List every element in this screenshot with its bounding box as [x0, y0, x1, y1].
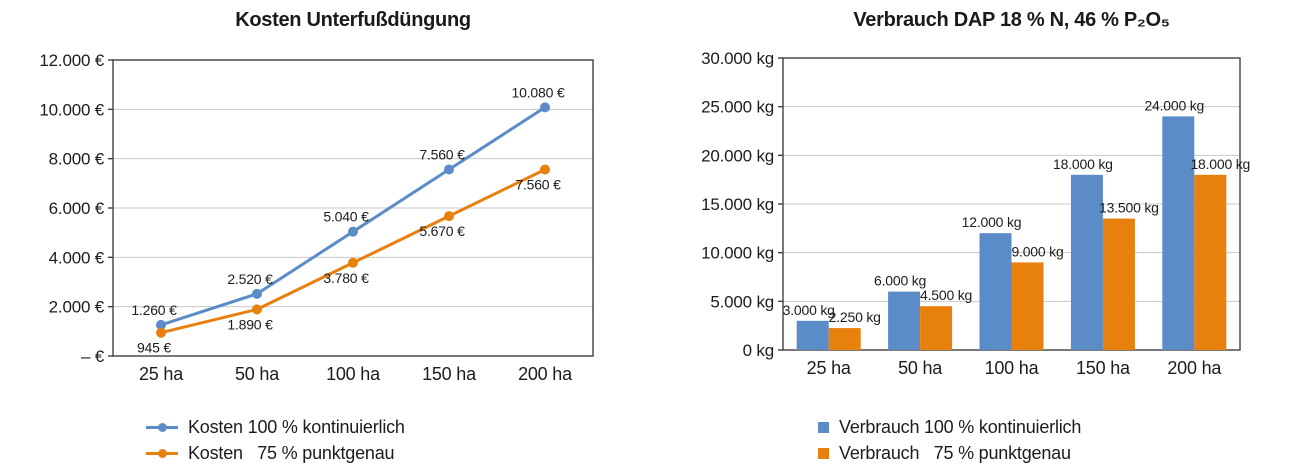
data-point-marker [348, 226, 358, 237]
data-point-marker [156, 319, 166, 330]
y-tick-label: 25.000 kg [701, 98, 774, 117]
bar-value-label: 13.500 kg [1099, 200, 1159, 216]
bar-series-marker-icon [818, 447, 829, 459]
point-value-label: 1.260 € [131, 302, 177, 318]
bar [920, 306, 953, 350]
x-category-label: 50 ha [235, 364, 280, 384]
line-chart-panel: Kosten Unterfußdüngung – € 2.000 € 4.000 €… [39, 9, 594, 466]
point-value-label: 1.890 € [227, 316, 273, 332]
point-value-label: 5.040 € [323, 209, 369, 225]
x-category-label: 150 ha [422, 364, 477, 384]
data-point-marker [444, 211, 454, 222]
bar-value-label: 9.000 kg [1011, 243, 1063, 259]
bar-value-label: 18.000 kg [1053, 156, 1113, 172]
legend-item: Verbrauch 100 % kontinuierlich [818, 414, 1081, 440]
legend-label: Kosten 75 % punktgenau [188, 442, 395, 463]
legend-label: Kosten 100 % kontinuierlich [188, 416, 405, 437]
bar-value-label: 18.000 kg [1190, 156, 1250, 172]
x-category-label: 100 ha [326, 364, 381, 384]
data-point-marker [540, 164, 550, 175]
point-value-label: 7.560 € [419, 147, 465, 163]
line-series-marker-icon [146, 448, 178, 458]
bar [828, 328, 861, 350]
bar-chart-legend: Verbrauch 100 % kontinuierlich Verbrauch… [818, 414, 1081, 466]
x-category-label: 50 ha [898, 358, 943, 378]
point-value-label: 945 € [137, 340, 171, 356]
bar-chart-panel: Verbrauch DAP 18 % N, 46 % P₂O₅ 0 kg 5.00… [653, 0, 1306, 470]
y-tick-label: 15.000 kg [701, 195, 774, 214]
y-tick-label: 4.000 € [49, 248, 105, 267]
point-marker-icon [158, 422, 167, 432]
bar [1162, 116, 1195, 351]
bar-series-marker-icon [818, 421, 829, 433]
bar-value-label: 12.000 kg [962, 214, 1022, 230]
y-tick-label: 5.000 kg [710, 292, 774, 311]
point-value-label: 3.780 € [323, 270, 369, 286]
x-category-label: 25 ha [139, 364, 184, 384]
y-tick-label: 12.000 € [39, 51, 104, 70]
x-category-label: 200 ha [518, 364, 573, 384]
bar-value-label: 6.000 kg [874, 273, 926, 289]
bar [1102, 218, 1135, 350]
line-chart-title: Kosten Unterfußdüngung [235, 9, 471, 31]
bar-value-label: 24.000 kg [1144, 97, 1204, 113]
bar [1011, 262, 1044, 350]
legend-label: Verbrauch 100 % kontinuierlich [839, 416, 1082, 437]
data-point-marker [444, 164, 454, 175]
bar [796, 320, 829, 350]
bar-chart-title: Verbrauch DAP 18 % N, 46 % P₂O₅ [853, 9, 1170, 31]
bar [979, 233, 1012, 350]
bar [1194, 174, 1227, 350]
series-line [159, 168, 547, 335]
y-tick-label: 20.000 kg [701, 146, 774, 165]
y-tick-label: 30.000 kg [701, 49, 774, 68]
y-tick-label: 2.000 € [49, 298, 105, 317]
data-point-marker [540, 102, 550, 113]
x-category-label: 150 ha [1076, 358, 1131, 378]
line-chart-legend: Kosten 100 % kontinuierlich Kosten 75 % … [146, 414, 405, 466]
line-series-marker-icon [146, 422, 178, 432]
x-category-label: 100 ha [985, 358, 1040, 378]
legend-item: Kosten 75 % punktgenau [146, 440, 405, 466]
point-value-label: 5.670 € [419, 223, 465, 239]
legend-item: Kosten 100 % kontinuierlich [146, 414, 405, 440]
bar-chart-plot: 0 kg 5.000 kg 10.000 kg 15.000 kg 20.000 kg 2… [701, 49, 1250, 378]
bar-value-label: 3.000 kg [783, 302, 835, 318]
point-value-label: 10.080 € [512, 84, 565, 100]
y-tick-label: – € [81, 347, 105, 366]
point-value-label: 7.560 € [515, 177, 561, 193]
bar [1070, 174, 1103, 350]
data-point-marker [252, 288, 262, 299]
bar-value-label: 4.500 kg [920, 287, 972, 303]
data-point-marker [156, 327, 166, 338]
point-marker-icon [158, 448, 167, 458]
y-tick-label: 10.000 € [39, 100, 104, 119]
data-point-marker [348, 257, 358, 268]
legend-item: Verbrauch 75 % punktgenau [818, 440, 1081, 466]
point-value-label: 2.520 € [227, 271, 273, 287]
x-category-label: 25 ha [807, 358, 852, 378]
y-tick-label: 0 kg [743, 341, 774, 360]
bar-value-label: 2.250 kg [829, 309, 881, 325]
line-chart-plot: – € 2.000 € 4.000 € 6.000 € 8.000 € 10.000 € 1… [39, 51, 594, 384]
bar [888, 291, 921, 350]
x-category-label: 200 ha [1167, 358, 1222, 378]
y-tick-label: 10.000 kg [701, 244, 774, 263]
y-tick-label: 6.000 € [49, 199, 105, 218]
y-tick-label: 8.000 € [49, 150, 105, 169]
data-point-marker [252, 304, 262, 315]
legend-label: Verbrauch 75 % punktgenau [839, 442, 1071, 463]
